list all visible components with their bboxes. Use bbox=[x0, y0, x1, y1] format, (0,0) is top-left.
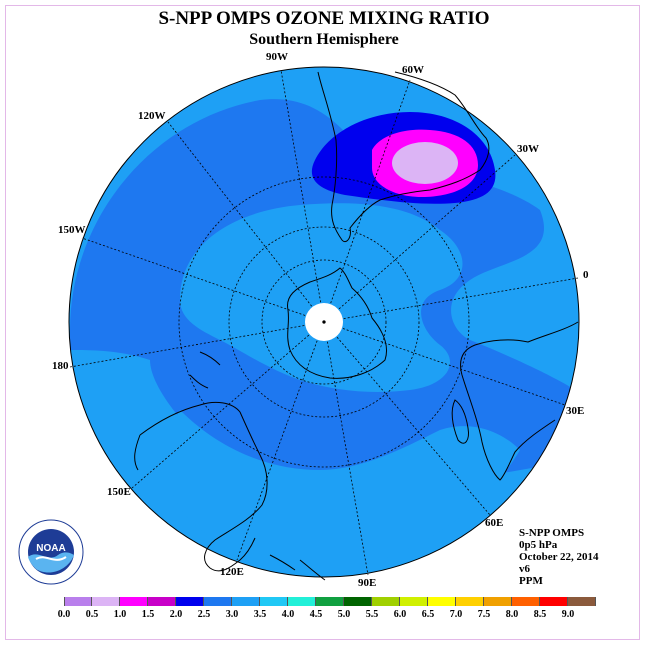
lon-label-120e: 120E bbox=[220, 566, 244, 578]
map-subtitle: Southern Hemisphere bbox=[249, 31, 399, 48]
ozone-outer-region bbox=[166, 410, 521, 570]
colorbar-tick-label: 1.0 bbox=[113, 609, 127, 620]
lat-circle-1 bbox=[261, 259, 387, 385]
lon-label-60w: 60W bbox=[402, 64, 424, 76]
colorbar-swatch bbox=[288, 597, 316, 606]
coast-indonesia bbox=[269, 554, 326, 581]
colorbar-tick-label: 1.5 bbox=[141, 609, 155, 620]
colorbar-tick-label: 3.5 bbox=[253, 609, 267, 620]
colorbar bbox=[64, 597, 596, 606]
colorbar-tick-label: 0.0 bbox=[57, 609, 71, 620]
colorbar-tick-label: 0.5 bbox=[85, 609, 99, 620]
colorbar-swatch bbox=[456, 597, 484, 606]
colorbar-tick-label: 6.0 bbox=[393, 609, 407, 620]
colorbar-tick-label: 8.0 bbox=[505, 609, 519, 620]
lat-circle-3 bbox=[178, 176, 470, 468]
plot-frame bbox=[5, 5, 640, 640]
colorbar-swatch bbox=[204, 597, 232, 606]
colorbar-swatch bbox=[64, 597, 92, 606]
lon-label-0: 0 bbox=[583, 269, 589, 281]
meridian-180 bbox=[69, 321, 325, 368]
colorbar-swatch bbox=[568, 597, 596, 606]
noaa-logo: NOAA bbox=[18, 519, 84, 585]
colorbar-swatch bbox=[428, 597, 456, 606]
colorbar-tick-label: 2.0 bbox=[169, 609, 183, 620]
meridian-150w bbox=[81, 237, 325, 323]
colorbar-swatch bbox=[232, 597, 260, 606]
latitude-circles bbox=[178, 176, 470, 468]
lon-label-60e: 60E bbox=[485, 517, 504, 529]
coast-south-america bbox=[317, 71, 490, 243]
colorbar-swatch bbox=[372, 597, 400, 606]
coast-new-zealand bbox=[189, 351, 221, 389]
lon-label-90w: 90W bbox=[266, 51, 288, 63]
colorbar-tick-label: 7.5 bbox=[477, 609, 491, 620]
coastlines bbox=[134, 71, 579, 581]
colorbar-tick-label: 8.5 bbox=[533, 609, 547, 620]
lon-label-150w: 150W bbox=[58, 224, 86, 236]
colorbar-swatch bbox=[344, 597, 372, 606]
colorbar-swatch bbox=[260, 597, 288, 606]
info-units: PPM bbox=[519, 575, 543, 587]
info-block: S-NPP OMPS 0p5 hPa October 22, 2014 v6 P… bbox=[519, 527, 599, 587]
colorbar-tick-label: 5.5 bbox=[365, 609, 379, 620]
coast-antarctica bbox=[287, 267, 387, 379]
colorbar-swatch bbox=[120, 597, 148, 606]
colorbar-swatch bbox=[400, 597, 428, 606]
lon-label-150e: 150E bbox=[107, 486, 131, 498]
ozone-inner-region bbox=[180, 203, 463, 392]
meridian-60e bbox=[323, 321, 491, 516]
meridian-0 bbox=[323, 277, 579, 323]
meridian-90e bbox=[323, 321, 369, 576]
colorbar-tick-label: 9.0 bbox=[561, 609, 575, 620]
ozone-field bbox=[69, 67, 579, 577]
colorbar-swatch bbox=[148, 597, 176, 606]
info-instrument: S-NPP OMPS bbox=[519, 527, 585, 539]
lon-label-90e: 90E bbox=[358, 577, 377, 589]
meridians bbox=[69, 69, 579, 576]
meridian-30e bbox=[323, 321, 566, 406]
pole-marks bbox=[322, 320, 326, 324]
colorbar-swatch bbox=[540, 597, 568, 606]
lon-label-30w: 30W bbox=[517, 143, 539, 155]
colorbar-tick-label: 3.0 bbox=[225, 609, 239, 620]
lon-label-30e: 30E bbox=[566, 405, 585, 417]
ozone-core-violet bbox=[392, 142, 458, 184]
colorbar-tick-label: 7.0 bbox=[449, 609, 463, 620]
logo-text: NOAA bbox=[36, 543, 65, 554]
colorbar-swatch bbox=[316, 597, 344, 606]
info-level: 0p5 hPa bbox=[519, 539, 558, 551]
colorbar-ticks: 0.0 0.5 1.0 1.5 2.0 2.5 3.0 3.5 4.0 4.5 5.0 5.5 6.0 6… bbox=[0, 609, 648, 623]
colorbar-tick-label: 4.5 bbox=[309, 609, 323, 620]
colorbar-tick-label: 4.0 bbox=[281, 609, 295, 620]
colorbar-swatch bbox=[176, 597, 204, 606]
lat-circle-2 bbox=[228, 226, 420, 418]
coast-madagascar bbox=[451, 399, 469, 444]
lon-label-180: 180 bbox=[52, 360, 69, 372]
meridian-90w bbox=[280, 69, 325, 323]
colorbar-tick-label: 2.5 bbox=[197, 609, 211, 620]
coast-australia bbox=[134, 401, 268, 572]
colorbar-tick-label: 6.5 bbox=[421, 609, 435, 620]
info-date: October 22, 2014 bbox=[519, 551, 599, 563]
colorbar-swatch bbox=[92, 597, 120, 606]
map-boundary bbox=[68, 66, 580, 578]
colorbar-swatch bbox=[484, 597, 512, 606]
coast-africa bbox=[460, 321, 579, 481]
map-title: S-NPP OMPS OZONE MIXING RATIO bbox=[158, 8, 490, 29]
meridian-60w bbox=[323, 79, 411, 323]
info-version: v6 bbox=[519, 563, 530, 575]
lon-label-120w: 120W bbox=[138, 110, 166, 122]
colorbar-tick-label: 5.0 bbox=[337, 609, 351, 620]
colorbar-swatch bbox=[512, 597, 540, 606]
